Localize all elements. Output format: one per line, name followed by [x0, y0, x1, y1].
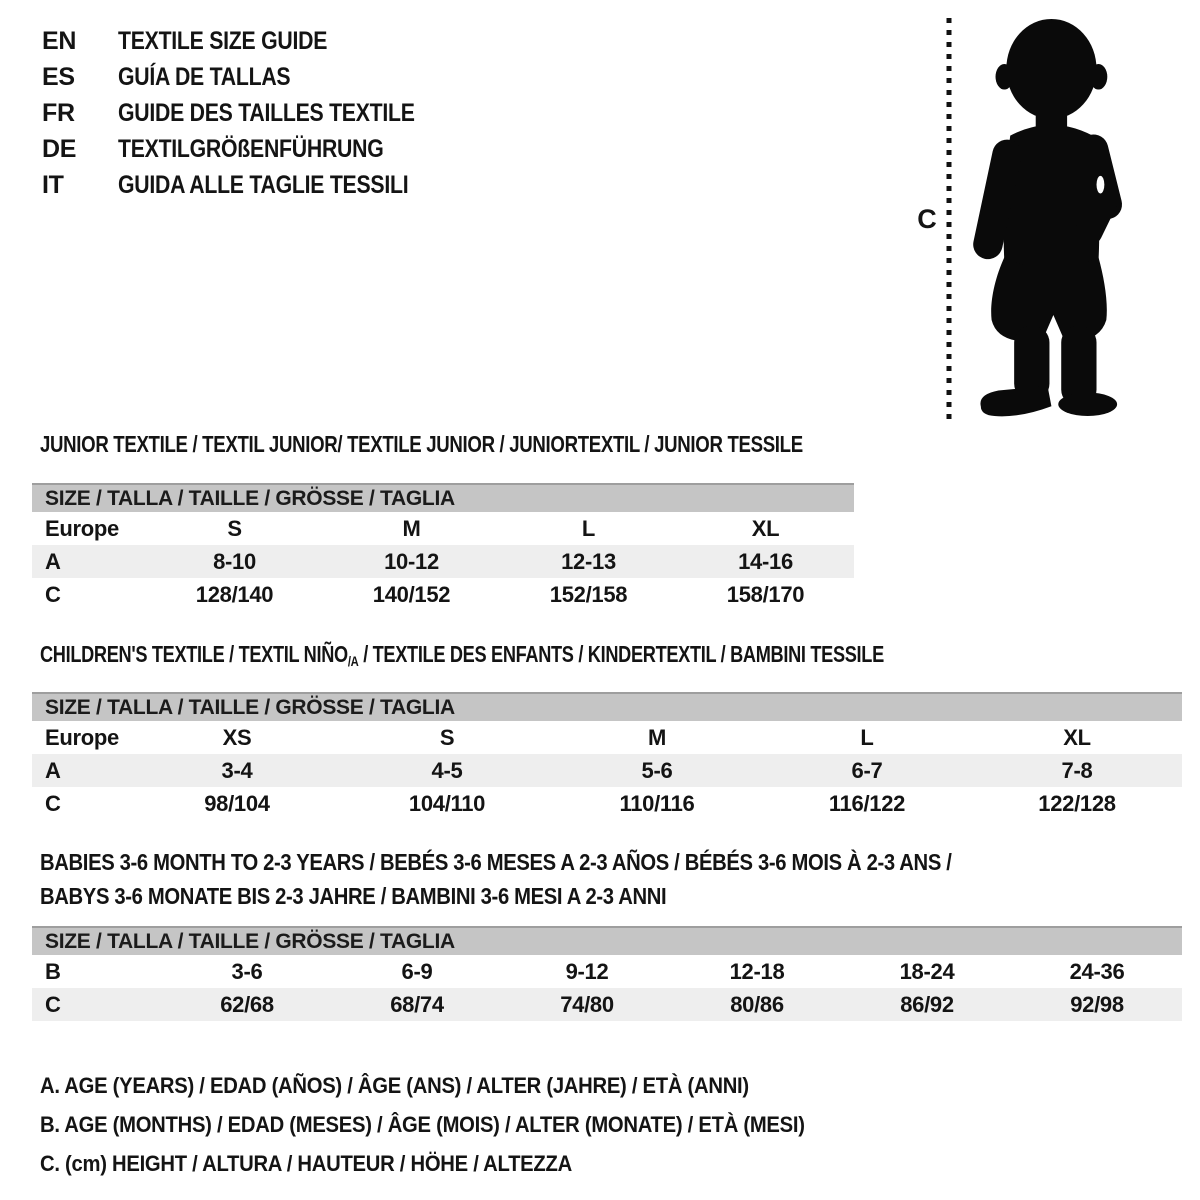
babies-heading-line1: BABIES 3-6 MONTH TO 2-3 YEARS / BEBÉS 3-…	[40, 849, 952, 875]
children-size-table: SIZE / TALLA / TAILLE / GRÖSSE / TAGLIA …	[32, 692, 1182, 820]
size-cell: 158/170	[726, 582, 805, 607]
table-row: A 8-10 10-12 12-13 14-16	[32, 545, 854, 578]
size-cell: 6-7	[851, 758, 883, 783]
guide-title: GUIDE DES TAILLES TEXTILE	[118, 99, 415, 127]
table-row: C 62/68 68/74 74/80 80/86 86/92 92/98	[32, 988, 1182, 1021]
guide-title: GUIDA ALLE TAGLIE TESSILI	[118, 171, 409, 199]
size-cell: 4-5	[431, 758, 463, 783]
table-row: C 128/140 140/152 152/158 158/170	[32, 578, 854, 611]
language-code: IT	[42, 171, 64, 199]
size-cell: 18-24	[899, 959, 955, 984]
row-label: B	[45, 959, 61, 984]
size-cell: 86/92	[900, 992, 954, 1017]
measurement-legend: A. AGE (YEARS) / EDAD (AÑOS) / ÂGE (ANS)…	[40, 1066, 871, 1183]
size-cell: 3-4	[221, 758, 253, 783]
language-row: DE TEXTILGRÖßENFÜHRUNG	[42, 131, 467, 167]
size-cell: L	[581, 516, 596, 541]
row-label: C	[45, 992, 61, 1017]
size-cell: 12-18	[729, 959, 785, 984]
size-cell: XL	[751, 516, 780, 541]
table-row: Europe XS S M L XL	[32, 721, 1182, 754]
size-cell: M	[647, 725, 667, 750]
table-row: C 98/104 104/110 110/116 116/122 122/128	[32, 787, 1182, 820]
size-cell: 74/80	[560, 992, 614, 1017]
legend-line-a: A. AGE (YEARS) / EDAD (AÑOS) / ÂGE (ANS)…	[40, 1073, 749, 1098]
size-cell: 8-10	[213, 549, 256, 574]
size-cell: 110/116	[619, 791, 695, 816]
children-heading-prefix: CHILDREN'S TEXTILE / TEXTIL NIÑO	[40, 641, 348, 667]
size-cell: 62/68	[220, 992, 274, 1017]
table-row: Europe S M L XL	[32, 512, 854, 545]
size-header-bar: SIZE / TALLA / TAILLE / GRÖSSE / TAGLIA	[32, 926, 1182, 955]
row-label: Europe	[45, 516, 119, 541]
size-cell: 6-9	[401, 959, 433, 984]
language-code: EN	[42, 27, 77, 55]
size-cell: 80/86	[730, 992, 784, 1017]
row-label: Europe	[45, 725, 119, 750]
size-cell: 104/110	[408, 791, 486, 816]
size-cell: 10-12	[384, 549, 439, 574]
children-heading-subscript: /A	[347, 654, 359, 670]
size-cell: 7-8	[1061, 758, 1093, 783]
size-cell: 116/122	[828, 791, 906, 816]
row-label: C	[45, 791, 61, 816]
guide-title: TEXTILGRÖßENFÜHRUNG	[118, 135, 384, 163]
language-code: FR	[42, 99, 75, 127]
language-row: EN TEXTILE SIZE GUIDE	[42, 23, 467, 59]
height-dashed-line	[946, 18, 952, 420]
size-cell: 14-16	[738, 549, 793, 574]
guide-title: TEXTILE SIZE GUIDE	[118, 27, 328, 55]
height-measure-label: C	[917, 204, 937, 234]
babies-heading-line2: BABYS 3-6 MONATE BIS 2-3 JAHRE / BAMBINI…	[40, 883, 667, 909]
size-header-bar: SIZE / TALLA / TAILLE / GRÖSSE / TAGLIA	[32, 692, 1182, 721]
children-heading-suffix: / TEXTILE DES ENFANTS / KINDERTEXTIL / B…	[358, 641, 884, 667]
size-cell: XS	[222, 725, 252, 750]
size-cell: 92/98	[1070, 992, 1124, 1017]
size-header-bar: SIZE / TALLA / TAILLE / GRÖSSE / TAGLIA	[32, 483, 854, 512]
babies-section-heading: BABIES 3-6 MONTH TO 2-3 YEARS / BEBÉS 3-…	[40, 845, 1076, 913]
size-cell: S	[227, 516, 242, 541]
size-cell: 3-6	[231, 959, 263, 984]
junior-size-table: SIZE / TALLA / TAILLE / GRÖSSE / TAGLIA …	[32, 483, 854, 611]
legend-line-b: B. AGE (MONTHS) / EDAD (MESES) / ÂGE (MO…	[40, 1112, 805, 1137]
junior-section-heading: JUNIOR TEXTILE / TEXTIL JUNIOR/ TEXTILE …	[40, 431, 803, 457]
language-row: IT GUIDA ALLE TAGLIE TESSILI	[42, 167, 467, 203]
toddler-silhouette-icon	[973, 18, 1123, 417]
language-code: DE	[42, 135, 77, 163]
size-cell: 140/152	[372, 582, 451, 607]
size-cell: 68/74	[390, 992, 444, 1017]
language-code: ES	[42, 63, 75, 91]
size-cell: 122/128	[1038, 791, 1116, 816]
size-cell: 12-13	[561, 549, 616, 574]
size-cell: 9-12	[565, 959, 609, 984]
size-cell: 152/158	[549, 582, 628, 607]
row-label: A	[45, 549, 61, 574]
language-row: ES GUÍA DE TALLAS	[42, 59, 467, 95]
language-title-list: EN TEXTILE SIZE GUIDE ES GUÍA DE TALLAS …	[42, 23, 467, 203]
legend-line-c: C. (cm) HEIGHT / ALTURA / HAUTEUR / HÖHE…	[40, 1151, 572, 1176]
size-cell: S	[439, 725, 455, 750]
language-row: FR GUIDE DES TAILLES TEXTILE	[42, 95, 467, 131]
size-cell: 128/140	[195, 582, 274, 607]
size-cell: L	[860, 725, 874, 750]
size-cell: XL	[1063, 725, 1091, 750]
table-row: B 3-6 6-9 9-12 12-18 18-24 24-36	[32, 955, 1182, 988]
size-cell: 24-36	[1069, 959, 1125, 984]
row-label: C	[45, 582, 61, 607]
children-section-heading: CHILDREN'S TEXTILE / TEXTIL NIÑO/A / TEX…	[40, 641, 884, 670]
babies-size-table: SIZE / TALLA / TAILLE / GRÖSSE / TAGLIA …	[32, 926, 1182, 1021]
table-row: A 3-4 4-5 5-6 6-7 7-8	[32, 754, 1182, 787]
size-cell: 98/104	[204, 791, 270, 816]
row-label: A	[45, 758, 61, 783]
size-cell: M	[402, 516, 421, 541]
guide-title: GUÍA DE TALLAS	[118, 63, 291, 91]
size-cell: 5-6	[641, 758, 673, 783]
